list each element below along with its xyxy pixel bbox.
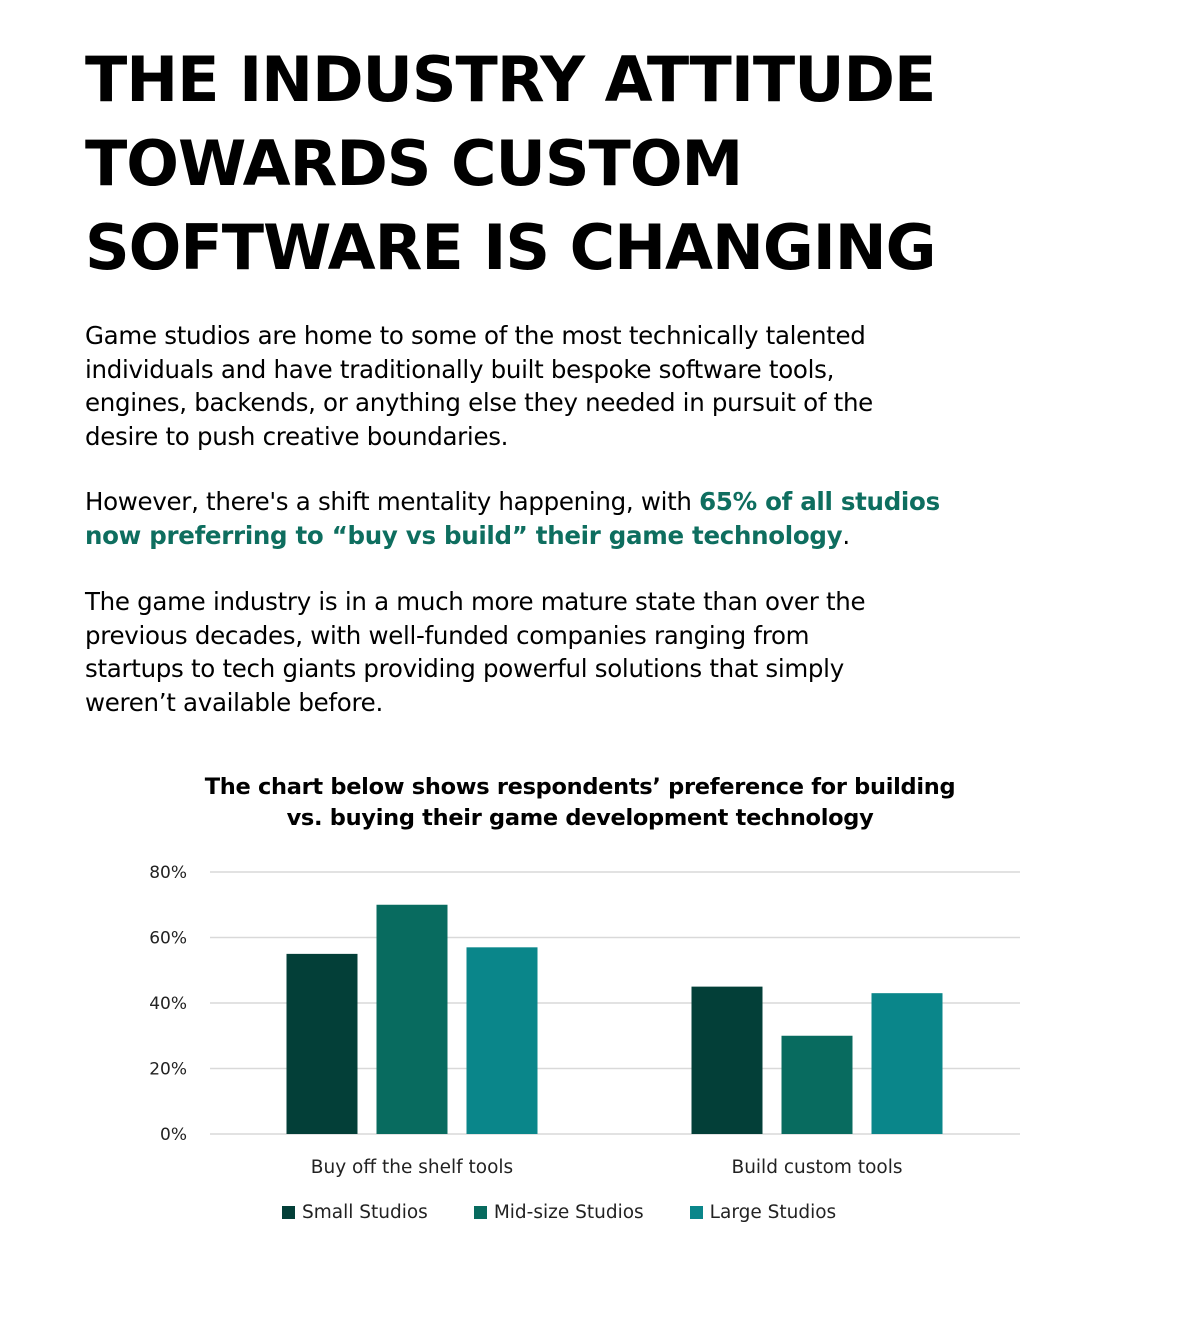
bar: [871, 993, 943, 1134]
headline-line: THE INDUSTRY ATTITUDE: [85, 43, 936, 116]
intro-paragraph: Game studios are home to some of the mos…: [85, 319, 1045, 453]
shift-paragraph: However, there's a shift mentality happe…: [85, 485, 1045, 552]
legend-item-large: Large Studios: [689, 1202, 837, 1223]
bar: [691, 986, 763, 1134]
bar: [781, 1035, 853, 1134]
x-tick-label: Build custom tools: [732, 1157, 903, 1178]
y-tick-label: 60%: [149, 929, 187, 949]
y-tick-label: 40%: [149, 994, 187, 1014]
y-tick-label: 80%: [149, 863, 187, 883]
paragraph-line: The game industry is in a much more matu…: [85, 587, 866, 616]
paragraph-text: .: [842, 520, 850, 550]
bar: [376, 904, 448, 1134]
headline-line: SOFTWARE IS CHANGING: [85, 211, 937, 284]
highlight-text: now preferring to “buy vs build” their g…: [85, 520, 843, 550]
paragraph-line: previous decades, with well-funded compa…: [85, 620, 810, 650]
legend-item-small: Small Studios: [282, 1202, 428, 1223]
paragraph-line: startups to tech giants providing powerf…: [85, 654, 844, 683]
bar: [466, 947, 538, 1134]
legend-swatch: [473, 1206, 487, 1219]
paragraph-line: desire to push creative boundaries.: [85, 421, 509, 451]
paragraph-line: individuals and have traditionally built…: [85, 354, 835, 384]
highlight-text: 65% of all studios: [699, 487, 940, 516]
chart-title: The chart below shows respondents’ prefe…: [180, 772, 980, 834]
paragraph-line: now preferring to “buy vs build” their g…: [85, 519, 1045, 553]
headline: THE INDUSTRY ATTITUDE TOWARDS CUSTOM SOF…: [85, 38, 1085, 290]
headline-line: TOWARDS CUSTOM: [85, 127, 743, 200]
x-tick-label: Buy off the shelf tools: [311, 1157, 513, 1178]
chart-title-line: The chart below shows respondents’ prefe…: [204, 774, 956, 800]
paragraph-line: engines, backends, or anything else they…: [85, 388, 873, 417]
y-tick-label: 20%: [149, 1060, 187, 1080]
y-tick-label: 0%: [160, 1125, 187, 1145]
legend-swatch: [282, 1206, 295, 1219]
legend-label: Mid-size Studios: [493, 1202, 644, 1223]
paragraph-text: However, there's a shift mentality happe…: [85, 487, 700, 516]
legend-label: Large Studios: [709, 1202, 837, 1223]
bar: [286, 953, 358, 1134]
chart-title-line: vs. buying their game development techno…: [286, 805, 874, 831]
paragraph-line: weren’t available before.: [85, 687, 383, 717]
maturity-paragraph: The game industry is in a much more matu…: [85, 585, 1045, 719]
legend-swatch: [689, 1206, 703, 1219]
paragraph-line: However, there's a shift mentality happe…: [85, 485, 1045, 519]
legend-label: Small Studios: [302, 1202, 428, 1223]
chart-legend: Small Studios Mid-size Studios Large Stu…: [282, 1202, 882, 1223]
bar-chart: 0% 20% 40% 60% 80% Buy off the shelf tools Bui…: [149, 863, 1020, 1178]
legend-item-mid: Mid-size Studios: [473, 1202, 644, 1223]
paragraph-line: Game studios are home to some of the mos…: [85, 321, 866, 350]
